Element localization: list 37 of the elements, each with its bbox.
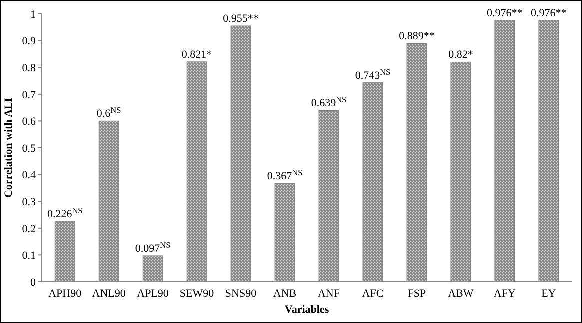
x-axis-title: Variables [284, 304, 330, 316]
x-tick-label: ANB [273, 288, 297, 300]
data-label: 0.367$^{NS}$ [267, 168, 304, 183]
x-tick-label: APL90 [137, 288, 170, 300]
x-tick-label: APH90 [48, 288, 82, 300]
x-tick-label: AFY [494, 288, 516, 300]
y-tick-label: 0.8 [22, 62, 36, 74]
y-tick-label: 0.2 [22, 223, 36, 236]
data-label: 0.976** [487, 7, 523, 20]
y-tick-label: 0 [30, 276, 36, 289]
data-label: 0.743$^{NS}$ [355, 67, 392, 82]
y-tick-label: 0.9 [22, 36, 36, 48]
data-label: 0.097$^{NS}$ [135, 240, 172, 256]
y-tick-label: 1 [30, 8, 36, 21]
x-tick-label: SNS90 [225, 288, 258, 300]
data-label: 0.889** [399, 30, 435, 43]
data-label: 0.639$^{NS}$ [311, 95, 348, 110]
y-tick-label: 0.6 [22, 116, 36, 128]
y-tick-label: 0.4 [22, 170, 36, 182]
y-tick-label: 0.3 [22, 196, 36, 208]
y-axis-title: Correlation with ALI [3, 98, 15, 198]
x-tick-label: FSP [408, 288, 426, 300]
data-label: 0.821* [182, 48, 212, 61]
x-tick-label: ANL90 [92, 288, 126, 300]
data-label: 0.226$^{NS}$ [47, 206, 84, 220]
data-label: 0.82* [448, 49, 474, 62]
x-tick-label: SEW90 [180, 288, 215, 300]
y-tick-label: 0.1 [22, 250, 36, 262]
y-tick-label: 0.5 [22, 142, 36, 155]
data-label: 0.976** [531, 7, 567, 20]
y-tick-label: 0.7 [22, 89, 36, 102]
x-tick-label: AFC [362, 288, 384, 300]
x-tick-label: ABW [448, 288, 474, 300]
x-tick-label: ANF [318, 288, 340, 300]
x-tick-label: EY [542, 288, 556, 300]
data-label: 0.6$^{NS}$ [96, 106, 122, 120]
data-label: 0.955** [223, 13, 259, 26]
